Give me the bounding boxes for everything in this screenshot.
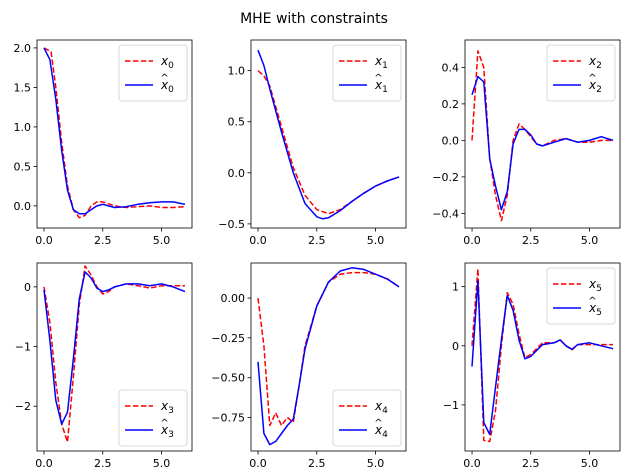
y-tick-label: 0.5 [228, 116, 246, 129]
x-tick-label: 0.0 [463, 457, 481, 470]
y-tick-label: −0.25 [211, 332, 245, 345]
y-tick-label: 0 [24, 281, 31, 294]
x-tick-label: 2.5 [308, 457, 326, 470]
legend-label: x0 [160, 78, 174, 95]
axes-frame [250, 262, 407, 452]
legend-box [546, 44, 616, 102]
x-tick-label: 5.0 [581, 234, 599, 247]
series-line-4-1 [257, 267, 400, 446]
y-tick-label: −0.2 [432, 171, 459, 184]
hat-accent: ^ [374, 418, 382, 429]
y-tick-label: −0.75 [211, 412, 245, 425]
axes-frame [36, 39, 193, 229]
series-line-4-0 [257, 271, 400, 427]
y-tick-label: 0.4 [442, 61, 460, 74]
legend-label: x3 [160, 423, 174, 440]
legend-label: x0 [160, 54, 174, 71]
y-tick-label: 1.0 [228, 65, 246, 78]
y-tick-label: 1.0 [14, 121, 32, 134]
legend-box [332, 44, 402, 102]
hat-accent: ^ [160, 73, 168, 84]
y-tick-label: 0.0 [228, 167, 246, 180]
y-tick-label: 1.5 [14, 81, 32, 94]
hat-accent: ^ [374, 73, 382, 84]
hat-accent: ^ [160, 418, 168, 429]
y-tick-label: 1 [452, 281, 459, 294]
y-tick-label: 0.2 [442, 98, 460, 111]
x-tick-label: 2.5 [94, 457, 112, 470]
legend-label: x4 [374, 423, 388, 440]
x-tick-label: 5.0 [367, 234, 385, 247]
x-tick-label: 0.0 [463, 234, 481, 247]
legend-label: x2 [588, 54, 602, 71]
legend-label: x3 [160, 399, 174, 416]
x-tick-label: 2.5 [522, 234, 540, 247]
series-line-2-1 [471, 75, 614, 211]
axes-frame [36, 262, 193, 452]
series-line-5-1 [471, 279, 614, 436]
legend-label: x2 [588, 78, 602, 95]
series-line-0-0 [43, 47, 186, 219]
y-tick-label: −0.5 [218, 218, 245, 231]
legend-box [118, 389, 188, 447]
y-tick-label: −1 [15, 341, 31, 354]
series-line-0-1 [43, 47, 186, 215]
x-tick-label: 2.5 [94, 234, 112, 247]
x-tick-label: 0.0 [35, 234, 53, 247]
x-tick-label: 5.0 [153, 234, 171, 247]
legend-box [118, 44, 188, 102]
hat-accent: ^ [588, 73, 596, 84]
hat-accent: ^ [588, 296, 596, 307]
series-line-1-1 [257, 49, 400, 220]
y-tick-label: −1 [443, 399, 459, 412]
legend-box [546, 267, 616, 325]
y-tick-label: −0.4 [432, 207, 459, 220]
x-tick-label: 0.0 [249, 457, 267, 470]
legend-box [332, 389, 402, 447]
legend-label: x4 [374, 399, 388, 416]
y-tick-label: 0.5 [14, 160, 32, 173]
x-tick-label: 5.0 [367, 457, 385, 470]
y-tick-label: 0 [452, 340, 459, 353]
y-tick-label: 0.0 [442, 134, 460, 147]
axes-frame [250, 39, 407, 229]
y-tick-label: −2 [15, 400, 31, 413]
legend-label: x1 [374, 78, 388, 95]
legend-label: x5 [588, 277, 602, 294]
legend-label: x1 [374, 54, 388, 71]
y-tick-label: 2.0 [14, 42, 32, 55]
axes-frame [464, 262, 621, 452]
x-tick-label: 2.5 [522, 457, 540, 470]
y-tick-label: 0.0 [14, 200, 32, 213]
legend-label: x5 [588, 301, 602, 318]
y-tick-label: −0.50 [211, 372, 245, 385]
x-tick-label: 2.5 [308, 234, 326, 247]
x-tick-label: 5.0 [581, 457, 599, 470]
series-line-3-1 [43, 271, 186, 425]
axes-frame [464, 39, 621, 229]
x-tick-label: 5.0 [153, 457, 171, 470]
x-tick-label: 0.0 [249, 234, 267, 247]
figure-title: MHE with constraints [240, 11, 388, 27]
y-tick-label: 0.00 [221, 292, 246, 305]
x-tick-label: 0.0 [35, 457, 53, 470]
